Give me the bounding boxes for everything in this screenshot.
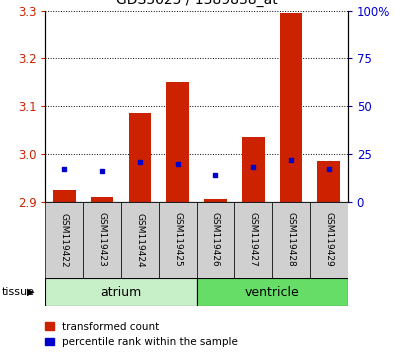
Bar bbox=[234, 202, 272, 278]
Bar bbox=[310, 202, 348, 278]
Text: GSM119423: GSM119423 bbox=[98, 212, 107, 267]
Text: GSM119429: GSM119429 bbox=[324, 212, 333, 267]
Text: GSM119422: GSM119422 bbox=[60, 212, 69, 267]
Bar bbox=[121, 202, 159, 278]
Text: GSM119427: GSM119427 bbox=[249, 212, 258, 267]
Text: ventricle: ventricle bbox=[245, 286, 299, 298]
Text: GSM119425: GSM119425 bbox=[173, 212, 182, 267]
Bar bbox=[197, 202, 234, 278]
Text: GSM119424: GSM119424 bbox=[135, 212, 144, 267]
Bar bbox=[128, 113, 151, 202]
Bar bbox=[45, 202, 83, 278]
Text: tissue: tissue bbox=[2, 287, 35, 297]
Bar bbox=[197, 278, 348, 306]
Bar bbox=[45, 278, 197, 306]
Text: ▶: ▶ bbox=[27, 287, 34, 297]
Legend: transformed count, percentile rank within the sample: transformed count, percentile rank withi… bbox=[45, 322, 238, 347]
Text: GSM119428: GSM119428 bbox=[286, 212, 295, 267]
Bar bbox=[242, 137, 265, 202]
Bar bbox=[166, 82, 189, 202]
Bar bbox=[91, 197, 113, 202]
Bar bbox=[280, 13, 302, 202]
Bar bbox=[272, 202, 310, 278]
Bar bbox=[159, 202, 197, 278]
Bar bbox=[318, 161, 340, 202]
Bar bbox=[204, 199, 227, 202]
Bar bbox=[53, 190, 76, 202]
Title: GDS3625 / 1389838_at: GDS3625 / 1389838_at bbox=[116, 0, 277, 7]
Text: GSM119426: GSM119426 bbox=[211, 212, 220, 267]
Text: atrium: atrium bbox=[100, 286, 141, 298]
Bar bbox=[83, 202, 121, 278]
